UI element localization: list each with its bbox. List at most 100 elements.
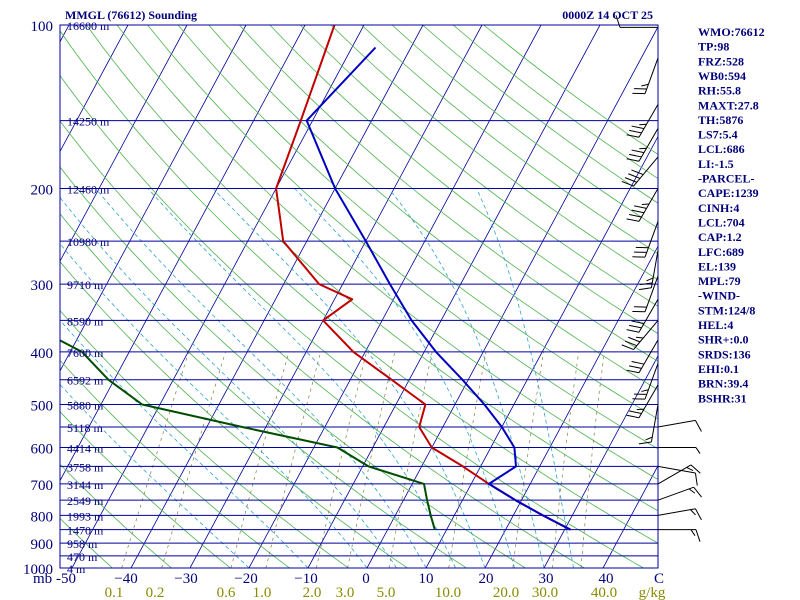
- index-item: CINH:4: [698, 201, 739, 215]
- moist-adiabat-line: [212, 188, 486, 568]
- wind-barb: [658, 529, 701, 542]
- temperature-tick-label: 30: [539, 571, 554, 587]
- wind-barb-flag: [638, 441, 652, 445]
- index-item: WMO:76612: [698, 25, 765, 39]
- wind-barb-flag: [690, 509, 696, 516]
- parcel-trace: [305, 46, 571, 531]
- wind-barb: [632, 57, 659, 95]
- index-item: FRZ:528: [698, 54, 744, 68]
- height-label: 14250 m: [67, 115, 110, 129]
- index-item: -WIND-: [698, 289, 740, 303]
- wind-barb-flag: [695, 447, 701, 454]
- height-label: 3758 m: [67, 460, 104, 474]
- wind-barb-staff: [657, 419, 696, 428]
- indices-panel: WMO:76612TP:98FRZ:528WB0:594RH:55.8MAXT:…: [698, 25, 765, 405]
- wind-barb: [638, 404, 659, 445]
- isotherm-line: [189, 25, 483, 568]
- pressure-axis: 100 200 300 400 500 600 700 800 900 1000: [23, 19, 53, 578]
- pressure-tick-label: 1000: [23, 562, 53, 578]
- isotherm-line: [307, 25, 601, 568]
- wind-barb: [657, 486, 702, 501]
- wind-barb-staff: [638, 128, 659, 162]
- wind-barb-flag: [628, 336, 641, 343]
- height-label: 10980 m: [67, 235, 110, 249]
- wind-barb-flag: [631, 209, 645, 214]
- wind-barb-flag: [626, 369, 640, 374]
- wind-barb-staff: [638, 188, 659, 222]
- isotherm-line: [60, 25, 247, 372]
- height-label: 3144 m: [67, 478, 104, 492]
- wind-barb: [658, 447, 701, 454]
- height-label: 6592 m: [67, 374, 104, 388]
- height-label: 958 m: [67, 537, 98, 551]
- isotherm-line: [602, 464, 658, 568]
- index-item: CAPE:1239: [698, 186, 759, 200]
- wind-barb-flag: [639, 282, 653, 286]
- mixing-ratio-tick-label: 10.0: [435, 585, 461, 600]
- wind-barb-flag: [631, 149, 645, 154]
- wind-barb-flag: [694, 508, 702, 521]
- wind-barb-flag: [638, 287, 652, 291]
- wind-barb-flag: [626, 329, 640, 333]
- temperature-tick-label: −10: [294, 571, 317, 587]
- wind-barb-flag: [626, 414, 640, 419]
- mixing-ratio-tick-label: 0.6: [217, 585, 236, 600]
- height-label: 8590 m: [67, 314, 104, 328]
- isotherm-line: [60, 25, 129, 153]
- wind-barb-staff: [657, 486, 694, 501]
- wind-barb-staff: [644, 275, 659, 312]
- wind-barb-flag: [626, 218, 640, 222]
- wind-barb: [621, 320, 659, 351]
- mixing-ratio-tick-label: 3.0: [336, 585, 355, 600]
- height-label: 4 m: [67, 562, 86, 576]
- height-label: 7600 m: [67, 346, 104, 360]
- wind-barb-flag: [629, 324, 642, 329]
- index-item: STM:124/8: [698, 303, 755, 317]
- mixing-ratio-tick-label: 5.0: [377, 585, 396, 600]
- index-item: LCL:704: [698, 215, 745, 229]
- index-item: RH:55.8: [698, 84, 741, 98]
- wind-barb-staff: [638, 299, 659, 333]
- pressure-tick-label: 600: [31, 442, 54, 458]
- wind-barb-flag: [626, 158, 640, 162]
- index-item: LFC:689: [698, 245, 744, 259]
- wind-barb-flag: [621, 344, 634, 351]
- mixing-ratio-tick-label: 20.0: [493, 585, 519, 600]
- wind-barb: [626, 299, 659, 333]
- wind-barb-flag: [690, 464, 701, 474]
- index-item: EL:139: [698, 259, 736, 273]
- mixing-ratio-tick-label: 40.0: [591, 585, 617, 600]
- wind-barb: [657, 508, 702, 521]
- wind-barb: [657, 465, 698, 486]
- isotherm-line: [130, 25, 424, 568]
- wind-barb: [632, 221, 659, 258]
- height-label: 1993 m: [67, 509, 104, 523]
- wind-barb-flag: [631, 361, 645, 365]
- wind-barb: [621, 156, 659, 187]
- pressure-tick-label: 100: [31, 19, 54, 35]
- height-label: 470 m: [67, 550, 98, 564]
- wind-barb-flag: [626, 134, 640, 138]
- wind-barb: [626, 188, 659, 222]
- wind-barb-flag: [631, 320, 645, 325]
- wind-barb-staff: [638, 384, 659, 419]
- wind-barb-flag: [635, 336, 644, 339]
- wind-barb-staff: [650, 250, 659, 288]
- wind-barb-flag: [624, 340, 637, 347]
- mixing-ratio-tick-label: 30.0: [532, 585, 558, 600]
- height-label: 2549 m: [67, 494, 104, 508]
- temperature-tick-label: 20: [479, 571, 494, 587]
- dewpoint-trace: [60, 339, 436, 530]
- wind-barb-staff: [633, 320, 659, 350]
- wind-barb: [626, 384, 659, 419]
- wind-barb-flag: [629, 410, 642, 414]
- sounding-traces: [60, 25, 571, 531]
- isotherm-line: [248, 25, 542, 568]
- wind-barb-flag: [629, 214, 642, 218]
- height-label: 9710 m: [67, 278, 104, 292]
- isotherm-line: [366, 26, 658, 568]
- wind-barbs: [615, 15, 702, 542]
- valid-time: 0000Z 14 OCT 25: [562, 8, 653, 22]
- wind-barb-staff: [644, 221, 659, 258]
